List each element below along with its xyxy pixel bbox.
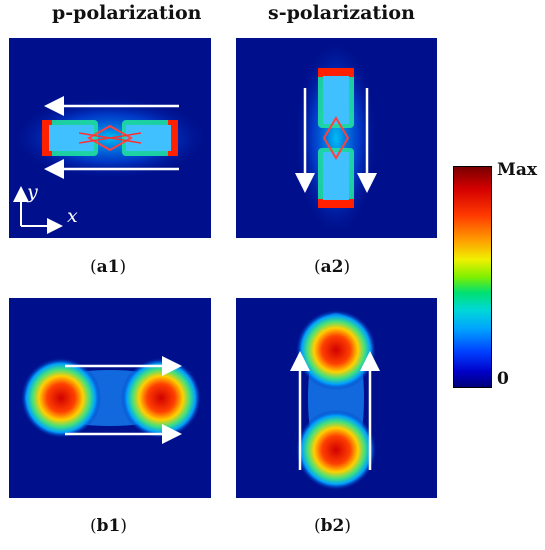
field-map-b2 (236, 298, 437, 498)
axis-y-label: y (26, 181, 38, 203)
heading-p-polarization: p-polarization (52, 2, 202, 24)
field-map-a1: y x (9, 38, 211, 238)
colorbar-min-label: 0 (497, 369, 509, 389)
colorbar-max-label: Max (497, 160, 537, 180)
label-a2: (a2) (314, 257, 351, 277)
field-map-a2 (236, 38, 437, 238)
axis-x-label: x (67, 205, 78, 227)
label-a1: (a1) (90, 257, 127, 277)
axes-indicator: y x (13, 181, 78, 234)
colorbar (453, 166, 492, 388)
label-b1: (b1) (90, 516, 127, 536)
field-map-b1 (9, 298, 211, 498)
label-b2: (b2) (314, 516, 351, 536)
heading-s-polarization: s-polarization (268, 2, 415, 24)
